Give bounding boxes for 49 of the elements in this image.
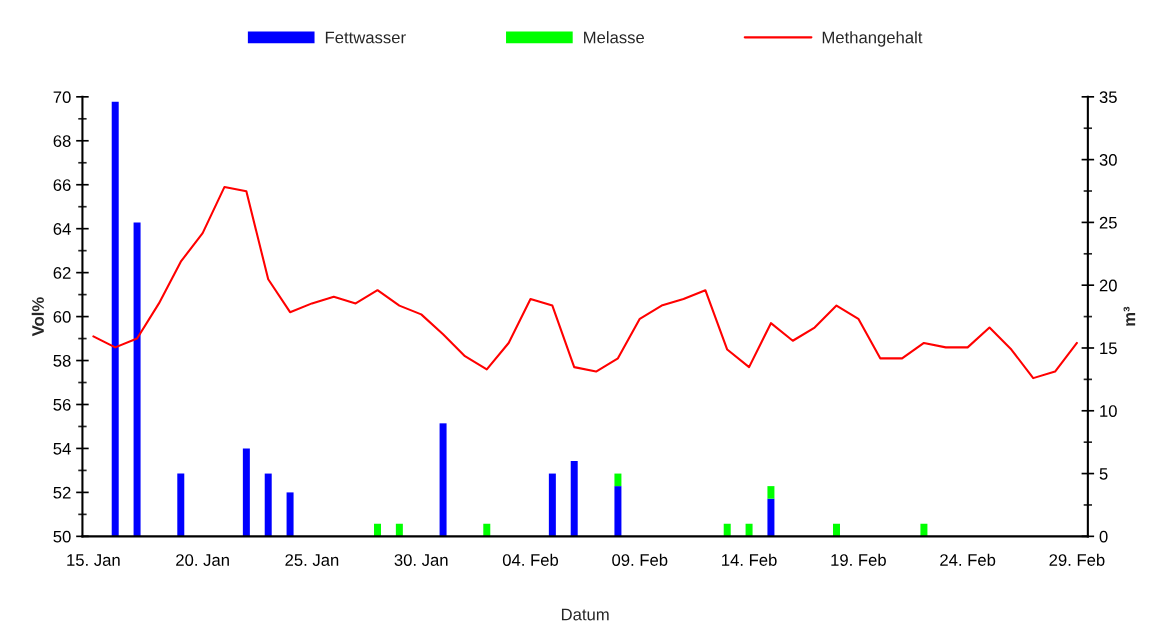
x-axis-title: Datum — [561, 608, 609, 621]
y-tick-label: 68 — [53, 135, 71, 147]
y-tick-label: 52 — [53, 486, 71, 499]
x-tick-label: 19. Feb — [831, 553, 886, 566]
x-tick-label: 29. Feb — [1049, 553, 1105, 566]
bar — [242, 448, 250, 537]
x-tick-label: 09. Feb — [612, 553, 668, 566]
y-tick-label: 56 — [53, 398, 71, 411]
y-tick-label: 64 — [53, 223, 71, 235]
x-tick-label: 20. Jan — [176, 554, 229, 566]
y2-tick-label: 35 — [1099, 91, 1117, 104]
legend-label: Fettwasser — [325, 31, 406, 44]
x-tick-label: 25. Jan — [285, 554, 339, 566]
y2-tick-label: 25 — [1099, 216, 1117, 229]
bar — [614, 473, 622, 487]
bar — [548, 473, 556, 537]
bar — [570, 461, 578, 537]
y2-tick-label: 15 — [1100, 342, 1117, 355]
y-tick-label: 58 — [53, 354, 71, 367]
bar — [133, 222, 141, 537]
x-tick-label: 24. Feb — [940, 553, 996, 566]
bar — [286, 492, 294, 537]
bar — [767, 486, 775, 499]
y2-tick-label: 0 — [1099, 530, 1108, 543]
x-tick-label: 04. Feb — [502, 553, 559, 566]
bar — [264, 473, 272, 537]
y-tick-label: 70 — [53, 91, 71, 104]
y2-tick-label: 5 — [1099, 468, 1108, 480]
y-tick-label: 62 — [53, 267, 71, 279]
bar — [767, 498, 775, 537]
y-axis-title: Vol% — [31, 297, 44, 337]
y-tick-label: 50 — [53, 530, 71, 543]
bar — [177, 473, 185, 537]
bar — [614, 486, 622, 537]
y2-tick-label: 30 — [1099, 154, 1117, 166]
line-series — [92, 185, 1078, 380]
y-tick-label: 54 — [53, 443, 71, 455]
legend-label: Melasse — [584, 31, 645, 44]
y2-axis-title: m³ — [1123, 306, 1136, 326]
legend-label: Methangehalt — [822, 31, 923, 47]
x-tick-label: 30. Jan — [394, 554, 448, 566]
x-tick-label: 15. Jan — [67, 554, 120, 566]
y-tick-label: 60 — [53, 310, 71, 323]
x-tick-label: 14. Feb — [722, 553, 777, 566]
bar — [439, 423, 447, 537]
y-tick-label: 66 — [53, 179, 71, 191]
y2-tick-label: 20 — [1099, 279, 1117, 292]
y2-tick-label: 10 — [1100, 405, 1117, 417]
bar — [111, 101, 119, 537]
